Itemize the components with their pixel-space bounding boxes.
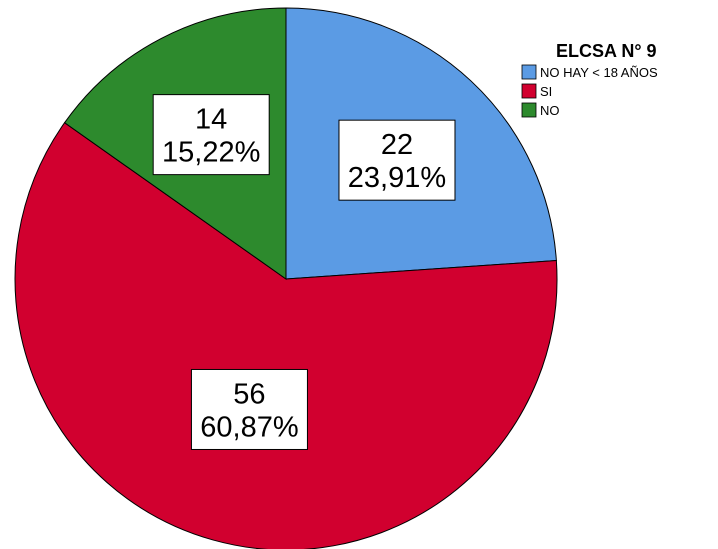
legend-swatch: [521, 64, 537, 80]
data-label-box: [190, 368, 308, 450]
legend: ELCSA N° 9 NO HAY < 18 AÑOS SI NO: [521, 41, 658, 118]
data-label-percent: 23,91%: [348, 162, 446, 194]
legend-items: NO HAY < 18 AÑOS SI NO: [521, 64, 658, 118]
data-label-percent: 60,87%: [200, 411, 298, 443]
legend-item-1: NO HAY < 18 AÑOS: [521, 64, 658, 80]
legend-swatch: [521, 102, 537, 118]
legend-title: ELCSA N° 9: [556, 41, 657, 61]
data-label-percent: 15,22%: [162, 137, 260, 169]
data-label-box: [338, 119, 456, 201]
legend-swatch: [521, 83, 537, 99]
pie-slice-2: [14, 122, 558, 549]
legend-label: SI: [540, 84, 552, 99]
legend-label: NO: [540, 103, 560, 118]
legend-label: NO HAY < 18 AÑOS: [540, 65, 658, 80]
data-label-value: 22: [381, 129, 413, 161]
data-label-box: [152, 94, 270, 176]
pie-slices: [14, 7, 558, 549]
legend-item-3: NO: [521, 102, 560, 118]
data-label-value: 56: [233, 378, 265, 410]
data-label-value: 14: [195, 104, 227, 136]
legend-item-2: SI: [521, 83, 552, 99]
